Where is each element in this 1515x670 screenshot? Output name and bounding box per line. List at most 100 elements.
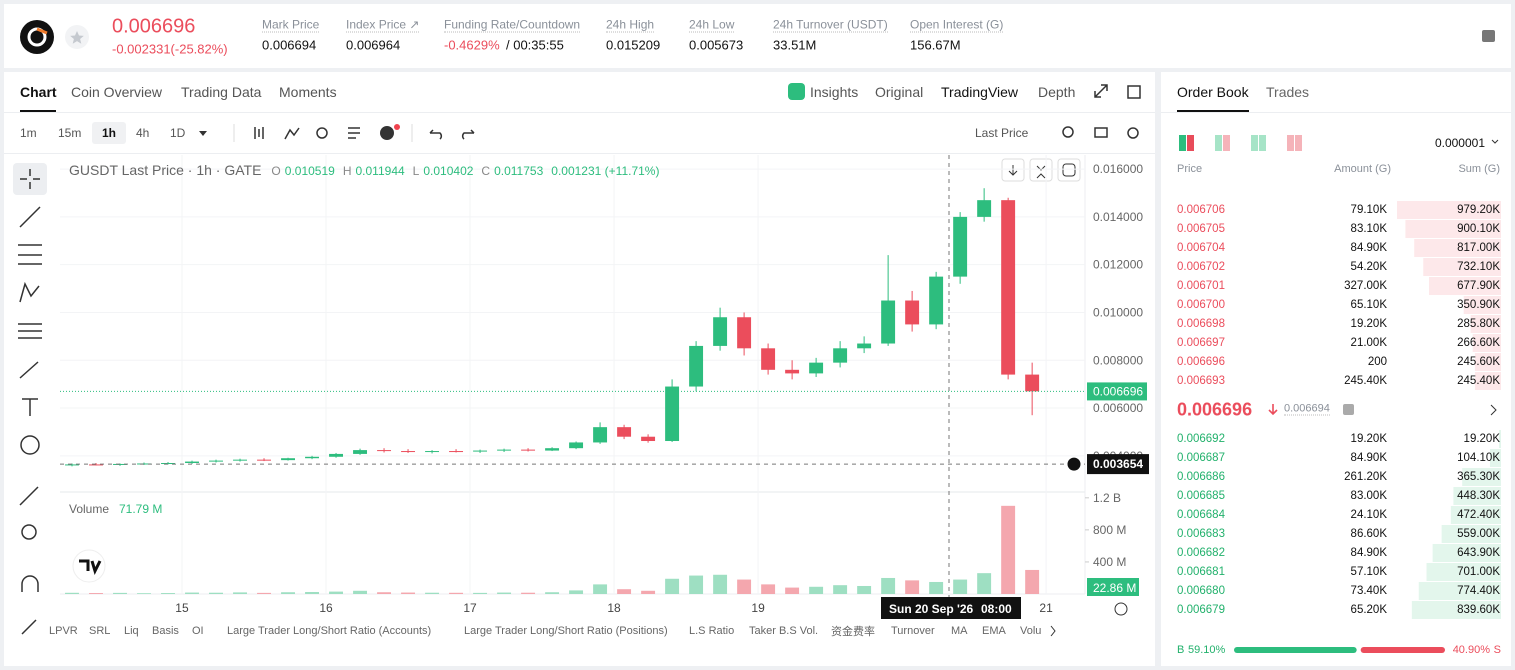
precision[interactable]: 0.000001 [1434,136,1485,150]
measure-tool[interactable] [19,486,39,506]
redo-icon[interactable] [461,129,475,140]
pen-tool[interactable] [21,619,37,635]
view-tab[interactable]: Depth [1038,84,1076,100]
magnet-tool[interactable] [21,575,39,592]
book-tab[interactable]: Order Book [1177,84,1249,100]
book-tab[interactable]: Trades [1266,84,1310,100]
layout-icon[interactable] [1223,135,1230,151]
book-price[interactable]: 0.006705 [1177,223,1225,235]
interval[interactable]: 15m [58,126,82,140]
indicator-tab[interactable]: Taker B.S Vol. [749,625,819,637]
book-price[interactable]: 0.006692 [1177,433,1225,445]
book-price[interactable]: 0.006693 [1177,375,1225,387]
tab[interactable]: Chart [20,84,57,100]
book-price[interactable]: 0.006700 [1177,299,1225,311]
indicator-tab[interactable]: 资金费率 [831,626,875,638]
indicator-tab[interactable]: EMA [982,625,1006,637]
precision-arrow[interactable] [1491,139,1499,144]
indicator-tab[interactable]: LPVR [49,625,78,637]
settings-icon[interactable] [1127,127,1139,139]
text-tool[interactable] [22,398,38,416]
view-tab[interactable]: Insights [810,84,859,100]
template-icon[interactable] [348,127,360,139]
window-icon[interactable] [1127,85,1141,99]
trendline-tool[interactable] [19,206,41,228]
pattern-tool[interactable] [19,281,40,303]
tab[interactable]: Moments [279,84,337,100]
layout-icon[interactable] [1215,135,1222,151]
indicator-tab[interactable]: Volu [1020,625,1042,637]
interval[interactable]: 1h [102,126,117,140]
undo-icon[interactable] [429,129,443,140]
buy-ratio: 59.10% [1188,644,1226,656]
indicator-tab[interactable]: Large Trader Long/Short Ratio (Accounts) [227,625,432,637]
book-price[interactable]: 0.006679 [1177,604,1225,616]
reset-button[interactable] [1057,158,1081,182]
interval[interactable]: 4h [136,126,150,140]
book-price[interactable]: 0.006685 [1177,490,1225,502]
indicator-icon[interactable] [284,127,300,140]
axis-settings-icon[interactable] [1114,602,1128,616]
book-price[interactable]: 0.006696 [1177,356,1225,368]
projection-tool[interactable] [18,323,42,339]
indicator-tab[interactable]: SRL [89,625,111,637]
expand-icon[interactable] [1094,84,1108,98]
fib-tool[interactable] [18,244,42,265]
interval[interactable]: 1D [170,126,186,140]
indicator-tab[interactable]: Basis [152,625,179,637]
indicator-tab[interactable]: OI [192,625,204,637]
layout-icon[interactable] [1251,135,1258,151]
indicator-tab[interactable]: MA [951,625,968,637]
candle-body [401,451,416,453]
price-source[interactable]: Last Price [975,126,1029,140]
layout-icon[interactable] [1287,135,1294,151]
mid-arrow[interactable] [1490,404,1497,416]
book-price[interactable]: 0.006683 [1177,528,1225,540]
layout-icon[interactable] [1259,135,1266,151]
candle-type-icon[interactable] [254,127,264,139]
crosshair-tool[interactable] [20,169,40,189]
indicator-tab[interactable]: Liq [124,625,139,637]
dropdown-arrow[interactable] [199,131,207,136]
view-tab[interactable]: Original [875,84,924,100]
interval[interactable]: 1m [20,126,37,140]
add-indicator-icon[interactable] [380,126,394,140]
book-price[interactable]: 0.006680 [1177,585,1225,597]
stat-value: 33.51M [773,37,817,53]
book-price[interactable]: 0.006681 [1177,566,1225,578]
depth-bar [1411,601,1501,619]
replay-icon[interactable] [316,127,328,139]
search-icon[interactable] [1062,126,1074,138]
brush-tool[interactable] [19,361,39,379]
book-price[interactable]: 0.006686 [1177,471,1225,483]
menu-icon[interactable] [1482,30,1495,42]
zoom-tool[interactable] [21,524,37,540]
layout-icon[interactable] [1179,135,1186,151]
book-price[interactable]: 0.006697 [1177,337,1225,349]
book-price[interactable]: 0.006706 [1177,204,1225,216]
book-amount: 21.00K [1350,337,1387,349]
layout-icon[interactable] [1187,135,1194,151]
view-tab[interactable]: TradingView [941,84,1019,100]
book-price[interactable]: 0.006684 [1177,509,1225,521]
camera-icon[interactable] [1094,127,1108,138]
book-price[interactable]: 0.006698 [1177,318,1225,330]
book-price[interactable]: 0.006687 [1177,452,1225,464]
mark-icon [1343,404,1354,415]
book-price[interactable]: 0.006704 [1177,242,1225,254]
tab[interactable]: Coin Overview [71,84,163,100]
layout-icon[interactable] [1295,135,1302,151]
x-tick-label: 15 [175,601,189,615]
book-price[interactable]: 0.006701 [1177,280,1225,292]
book-amount: 65.20K [1350,604,1387,616]
book-price[interactable]: 0.006702 [1177,261,1225,273]
tab[interactable]: Trading Data [181,84,262,100]
book-price[interactable]: 0.006682 [1177,547,1225,559]
emoji-tool[interactable] [20,435,40,455]
indicator-tab[interactable]: Large Trader Long/Short Ratio (Positions… [464,625,668,637]
indicator-tab[interactable]: Turnover [891,625,935,637]
indicator-tab[interactable]: L.S Ratio [689,625,735,637]
book-amount: 65.10K [1350,299,1387,311]
next-arrow[interactable] [1050,625,1056,637]
add-alert-button[interactable] [1066,456,1082,472]
